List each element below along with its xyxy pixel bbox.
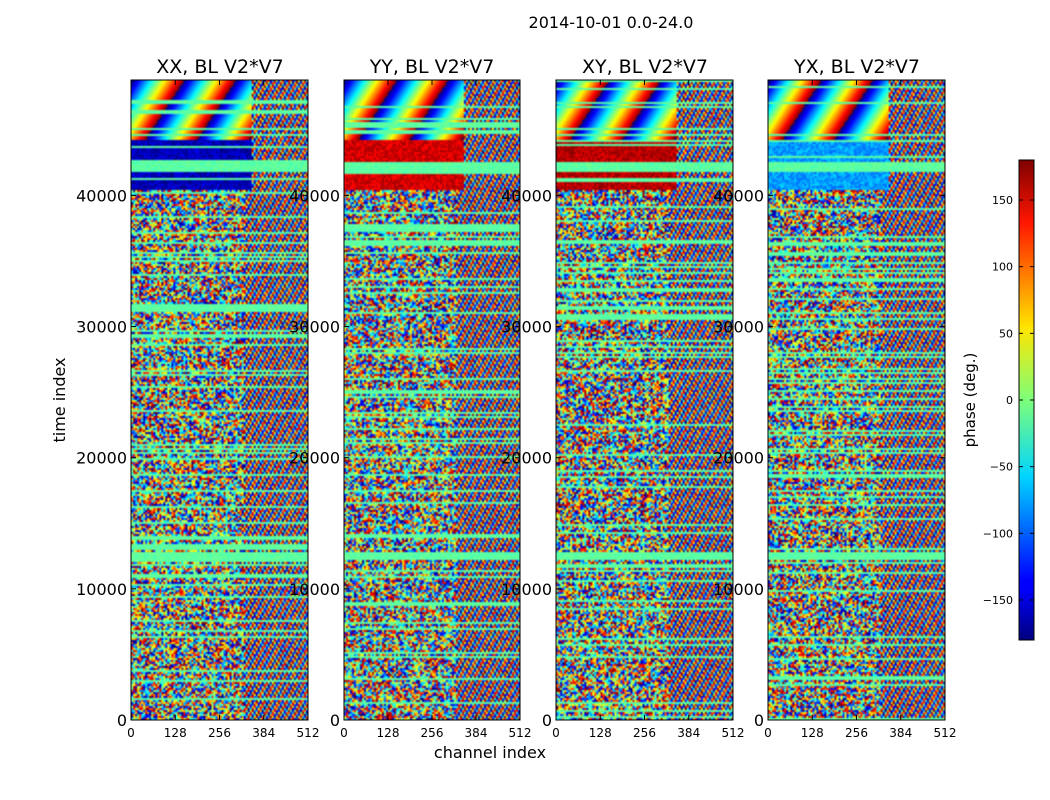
y-tick-label: 10000 [76,580,127,599]
y-ticks-yy: 0 10000 20000 30000 40000 [289,186,520,730]
x-tick-label: 0 [340,726,348,740]
panel-xy: XY, BL V2*V7 0 128 256 384 512 0 10000 20000 30… [501,56,744,740]
y-ticks-xx: 0 10000 20000 30000 40000 [76,186,308,730]
heatmap-xy [556,80,733,720]
panel-yx: YX, BL V2*V7 0 128 256 384 512 0 10000 20000 30… [713,56,956,740]
x-tick-label: 384 [465,726,488,740]
panel-title-xy: XY, BL V2*V7 [582,56,708,78]
colorbar: −150 −100 −50 0 50 100 150 phase (deg.) [961,159,1035,641]
panel-xx: XX, BL V2*V7 0 128 256 384 512 0 10000 20000 30… [76,56,319,740]
x-tick-label: 384 [252,726,275,740]
x-tick-label: 384 [677,726,700,740]
y-tick-label: 20000 [76,449,127,468]
y-tick-label: 30000 [501,318,552,337]
y-tick-label: 0 [542,711,552,730]
x-ticks-yy: 0 128 256 384 512 [340,80,531,740]
x-axis-label: channel index [434,743,546,762]
x-tick-label: 256 [208,726,231,740]
y-axis-label: time index [50,357,69,442]
heatmap-image-yy [344,80,520,720]
colorbar-tick-label: 150 [992,194,1013,207]
colorbar-tick-label: −50 [990,461,1013,474]
y-tick-label: 30000 [713,318,764,337]
colorbar-label: phase (deg.) [961,353,979,448]
y-tick-label: 10000 [713,580,764,599]
x-ticks-xy: 0 128 256 384 512 [552,80,744,740]
x-tick-label: 0 [552,726,560,740]
colorbar-tick-label: 50 [999,327,1013,340]
y-tick-label: 40000 [501,186,552,205]
panel-yy: YY, BL V2*V7 0 128 256 384 512 0 10000 20000 30… [289,56,531,740]
y-tick-label: 0 [117,711,127,730]
x-tick-label: 256 [633,726,656,740]
heatmap-image-xx [131,80,308,720]
x-tick-label: 512 [297,726,320,740]
y-tick-label: 20000 [501,449,552,468]
panel-title-yy: YY, BL V2*V7 [369,56,495,78]
y-tick-label: 0 [330,711,340,730]
y-ticks-xy: 0 10000 20000 30000 40000 [501,186,733,730]
figure-title: 2014-10-01 0.0-24.0 [529,13,694,32]
heatmap-image-xy [556,80,733,720]
heatmap-image-yx [768,80,945,720]
x-tick-label: 256 [845,726,868,740]
panel-title-yx: YX, BL V2*V7 [793,56,920,78]
y-ticks-yx: 0 10000 20000 30000 40000 [713,186,945,730]
x-tick-label: 256 [421,726,444,740]
x-tick-label: 384 [889,726,912,740]
x-tick-label: 128 [164,726,187,740]
x-tick-label: 0 [764,726,772,740]
heatmap-xx [131,80,308,720]
heatmap-yy [344,80,520,720]
colorbar-tick-label: −150 [983,594,1013,607]
y-tick-label: 20000 [289,449,340,468]
y-tick-label: 40000 [289,186,340,205]
y-tick-label: 30000 [289,318,340,337]
colorbar-tick-label: −100 [983,527,1013,540]
y-tick-label: 20000 [713,449,764,468]
y-tick-label: 40000 [76,186,127,205]
x-tick-label: 128 [589,726,612,740]
x-tick-label: 0 [127,726,135,740]
x-ticks-xx: 0 128 256 384 512 [127,80,319,740]
x-ticks-yx: 0 128 256 384 512 [764,80,956,740]
y-tick-label: 30000 [76,318,127,337]
x-tick-label: 512 [509,726,532,740]
heatmap-yx [768,80,945,720]
x-tick-label: 512 [722,726,745,740]
y-tick-label: 10000 [289,580,340,599]
x-tick-label: 128 [801,726,824,740]
x-tick-label: 512 [934,726,957,740]
x-tick-label: 128 [377,726,400,740]
y-tick-label: 40000 [713,186,764,205]
colorbar-tick-label: 0 [1006,394,1013,407]
colorbar-ticks: −150 −100 −50 0 50 100 150 [983,194,1034,607]
colorbar-tick-label: 100 [992,261,1013,274]
y-tick-label: 0 [754,711,764,730]
panel-title-xx: XX, BL V2*V7 [156,56,283,78]
y-tick-label: 10000 [501,580,552,599]
